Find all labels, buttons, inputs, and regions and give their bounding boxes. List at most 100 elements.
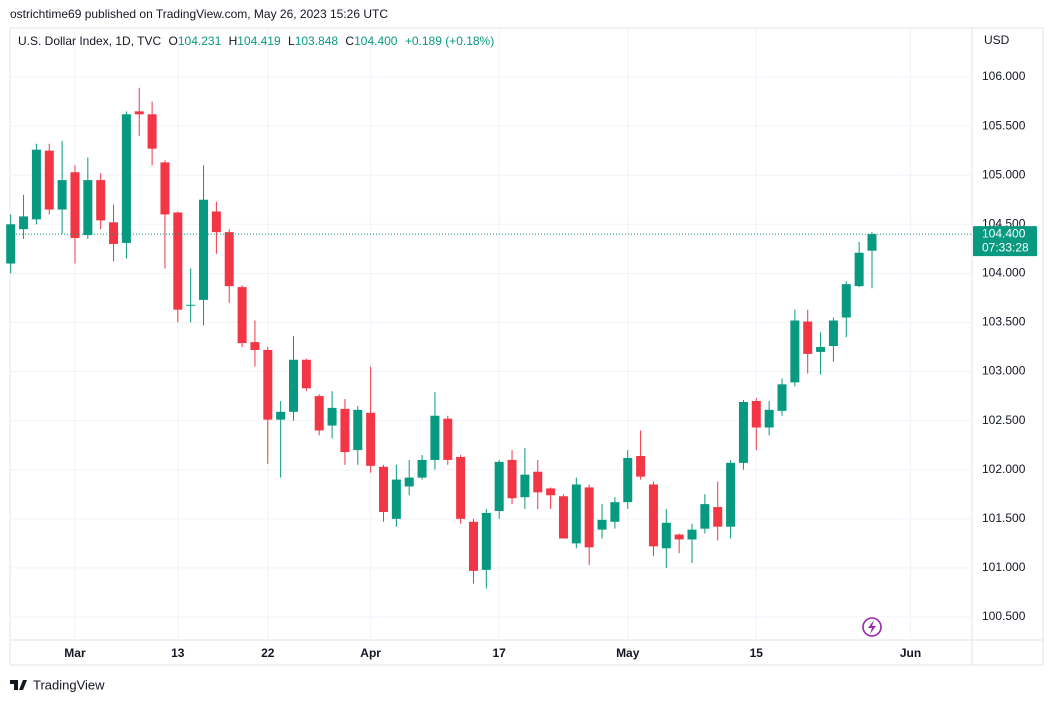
candle-body (237, 287, 247, 344)
x-tick-label: Jun (900, 646, 921, 660)
y-tick-label: 103.500 (982, 315, 1026, 329)
candle-body (224, 232, 234, 287)
candle-body (726, 462, 736, 527)
candle-body (494, 461, 504, 511)
legend-value: 104.419 (237, 34, 281, 48)
candle-body (353, 409, 363, 451)
legend-value: 103.848 (295, 34, 339, 48)
candle-body (803, 321, 813, 354)
candle-body (867, 234, 877, 251)
header: ostrichtime69 published on TradingView.c… (10, 7, 388, 21)
candle-body (854, 252, 864, 287)
candle-body (289, 359, 299, 412)
candle-body (173, 212, 183, 310)
candle-body (199, 199, 209, 300)
chart-frame (9, 27, 1044, 666)
candle-body (57, 180, 67, 210)
legend-key: L (288, 34, 295, 48)
legend-value: 104.231 (178, 34, 222, 48)
candle-body (250, 342, 260, 350)
candle-body (533, 471, 543, 493)
candle-body (597, 519, 607, 530)
candle-body (520, 474, 530, 498)
x-tick-label: Mar (64, 646, 86, 660)
lightning-icon (862, 617, 882, 637)
candle-body (507, 459, 517, 499)
candle-body (481, 512, 491, 570)
candle-body (340, 408, 350, 453)
currency: USD (984, 33, 1010, 47)
candle-body (571, 484, 581, 544)
candle-body (70, 172, 80, 239)
candle-body (404, 477, 414, 487)
y-tick-label: 105.000 (982, 167, 1026, 181)
candle-body (6, 224, 16, 264)
footer-logo: TradingView (10, 677, 105, 692)
candle-body (417, 459, 427, 478)
candle-body (468, 521, 478, 571)
candle-body (546, 488, 556, 496)
candle-body (83, 180, 93, 236)
candle-body (430, 415, 440, 460)
last-price-label: 104.400 (982, 226, 1026, 240)
legend-symbol: U.S. Dollar Index, 1D, TVC (18, 34, 161, 48)
candle-body (44, 150, 54, 210)
candle-body (674, 534, 684, 540)
candle-body (816, 347, 826, 352)
candle-body (648, 484, 658, 547)
candle-body (456, 456, 466, 519)
legend-key: C (345, 34, 354, 48)
y-tick-label: 104.000 (982, 266, 1026, 280)
candle-body (366, 412, 376, 466)
candle-body (147, 114, 157, 149)
candle-body (623, 457, 633, 503)
y-tick-label: 105.500 (982, 118, 1026, 132)
candle-body (700, 504, 710, 529)
candle-body (841, 284, 851, 318)
y-tick-label: 100.500 (982, 609, 1026, 623)
candle-body (327, 407, 337, 426)
candle-body (160, 162, 170, 215)
candle-body (19, 216, 29, 230)
candle-body (558, 496, 568, 539)
x-tick-label: 22 (261, 646, 275, 660)
candle-body (378, 466, 388, 512)
legend-key: O (169, 34, 178, 48)
x-tick-label: May (616, 646, 640, 660)
candle-body (584, 487, 594, 548)
footer: TradingView (33, 677, 105, 692)
candle-body (96, 180, 106, 221)
countdown: 07:33:28 (982, 240, 1029, 254)
candle-body (443, 418, 453, 460)
legend-value: 104.400 (354, 34, 398, 48)
x-tick-label: 13 (171, 646, 185, 660)
candle-body (276, 411, 286, 420)
y-tick-label: 102.000 (982, 462, 1026, 476)
candle-body (828, 320, 838, 347)
y-tick-label: 101.000 (982, 560, 1026, 574)
candle-body (391, 479, 401, 519)
x-tick-label: 15 (750, 646, 764, 660)
y-tick-label: 101.500 (982, 511, 1026, 525)
y-tick-label: 106.000 (982, 69, 1026, 83)
candle-body (713, 507, 723, 527)
candle-body (751, 401, 761, 428)
last-price-tag (973, 226, 1037, 257)
y-tick-label: 103.000 (982, 364, 1026, 378)
candle-body (134, 111, 144, 115)
candle-body (211, 211, 221, 233)
candle-body (263, 349, 273, 420)
legend: U.S. Dollar Index, 1D, TVC O104.231 H104… (18, 34, 494, 48)
candle-body (790, 320, 800, 383)
candles (6, 87, 877, 589)
legend-change: +0.189 (+0.18%) (405, 34, 494, 48)
candle-body (109, 222, 119, 244)
candle-body (777, 384, 787, 411)
candle-body (31, 149, 41, 220)
candle-body (186, 304, 196, 306)
candle-body (610, 502, 620, 522)
candle-body (764, 409, 774, 428)
grid (10, 28, 972, 640)
